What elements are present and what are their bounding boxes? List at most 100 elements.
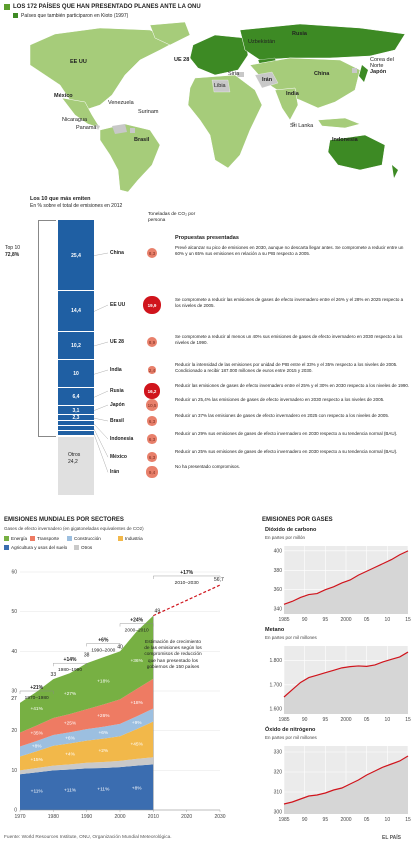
per-capita-value: 9,4	[148, 469, 156, 475]
per-capita-value: 10,5	[147, 402, 157, 408]
per-capita-value: 2,4	[148, 367, 156, 373]
y-tick-label: 50	[11, 609, 17, 615]
y-tick-label: 330	[274, 750, 283, 756]
country-leader-line	[93, 252, 109, 256]
sector-pct-label: +11%	[64, 787, 77, 793]
per-capita-circle	[147, 434, 157, 444]
country-leader-line	[93, 369, 109, 375]
map-nicaragua	[95, 124, 100, 130]
sector-area	[20, 678, 154, 747]
y-tick-label: 40	[11, 649, 17, 655]
country-share-bar	[58, 360, 94, 389]
country-name: China	[110, 250, 124, 256]
y-tick-label: 320	[274, 770, 283, 776]
others-bar	[58, 437, 94, 495]
country-proposal: Reducir un 25% sus emisiones de gases de…	[175, 449, 398, 454]
x-tick-label: 1985	[278, 817, 289, 823]
sectors-subtitle: Gases de efecto invernadero (en gigatone…	[4, 526, 144, 531]
y-tick-label: 360	[274, 587, 283, 593]
sector-pct-label: +26%	[97, 713, 110, 719]
x-tick-label: 2010	[148, 814, 159, 820]
country-share-bar	[58, 406, 94, 415]
period-pct-label: +21%	[30, 685, 43, 691]
x-tick-label: 1985	[278, 617, 289, 623]
gas-chart-title: Dióxido de carbono	[265, 527, 317, 533]
country-proposal: Prevé alcanzar su pico de emisiones en 2…	[175, 245, 404, 256]
per-capita-value: 6,3	[148, 418, 156, 424]
y-tick-label: 10	[11, 768, 17, 774]
per-capita-label: Toneladas de CO₂ por persona	[148, 212, 196, 223]
map-country-label: Panamá	[76, 125, 97, 131]
map-country-label: Sri Lanka	[290, 123, 314, 129]
gas-chart-title: Metano	[265, 627, 285, 633]
map-libya	[211, 79, 231, 93]
map-north-america	[29, 27, 176, 111]
x-tick-label: 2030	[214, 814, 225, 820]
total-value-label: 49	[155, 609, 161, 615]
x-tick-label: 05	[364, 617, 370, 623]
x-tick-label: 95	[323, 717, 329, 723]
y-tick-label: 1.600	[269, 707, 282, 713]
source-note: Fuente: World Resources Institute, ONU, …	[4, 835, 172, 840]
country-leader-line	[93, 304, 109, 312]
top10-title: Los 10 que más emiten	[30, 196, 91, 202]
map-surinam	[130, 128, 135, 133]
per-capita-circle	[146, 399, 158, 411]
top10-bracket-bottom	[38, 436, 56, 437]
country-share-value: 10	[73, 371, 79, 378]
map-indonesia	[317, 117, 361, 129]
country-name: México	[110, 454, 127, 460]
legend-label: Agricultura y usos del suelo	[11, 545, 68, 550]
country-leader-line	[93, 341, 109, 347]
x-tick-label: 10	[385, 817, 391, 823]
gas-line-chart: 340 360 380 400 1985 90 95 2000 05 10 15	[274, 546, 411, 623]
y-tick-label: 400	[274, 548, 283, 554]
sector-pct-label: +45%	[130, 741, 143, 747]
legend-swatch	[118, 536, 123, 541]
gas-series-line	[283, 651, 409, 698]
legend-label: Energía	[11, 536, 28, 541]
map-country-label: Venezuela	[108, 100, 134, 106]
map-north-korea	[352, 68, 357, 73]
x-tick-label: 05	[364, 817, 370, 823]
legend-label: Construcción	[74, 536, 101, 541]
map-country-label: Indonesia	[332, 137, 358, 143]
period-range-label: 2000–2010	[125, 628, 149, 634]
per-capita-value: 16,2	[147, 388, 157, 394]
country-name: Japón	[110, 402, 125, 408]
legend-label: Industria	[125, 536, 143, 541]
sector-pct-label: +18%	[97, 678, 110, 684]
map-japan	[359, 65, 368, 82]
map-syria	[237, 72, 244, 77]
country-proposal: Se compromete a reducir al menos un 40% …	[175, 334, 403, 345]
period-range-label: 2010–2030	[175, 580, 199, 586]
map-mexico	[61, 97, 101, 129]
y-tick-label: 1.700	[269, 682, 282, 688]
country-share-value: 10,2	[71, 342, 81, 349]
x-tick-label: 05	[364, 717, 370, 723]
legend-swatch	[67, 536, 72, 541]
x-tick-label: 1980	[48, 814, 59, 820]
sector-pct-label: +27%	[64, 691, 77, 697]
country-proposal: Reducir un 25,4% las emisiones de gases …	[175, 397, 385, 402]
period-bracket	[153, 575, 221, 579]
per-capita-circle	[146, 466, 158, 478]
sector-pct-label: +11%	[97, 786, 110, 792]
legend-swatch	[4, 545, 9, 550]
country-share-bar	[58, 388, 94, 407]
country-name: Indonesia	[110, 436, 134, 442]
country-leader-line	[93, 390, 109, 398]
country-proposal: Se compromete a reducir las emisiones de…	[175, 297, 404, 308]
per-capita-value: 8,3	[148, 250, 156, 256]
country-proposal: No ha presentado compromisos.	[175, 464, 241, 469]
y-tick-label: 30	[11, 689, 17, 695]
others-label: Otros	[68, 452, 81, 458]
per-capita-circle	[144, 383, 160, 399]
country-share-bar	[58, 291, 94, 332]
total-value-label: 40	[117, 644, 123, 650]
x-tick-label: 95	[323, 617, 329, 623]
sector-area	[20, 757, 154, 775]
y-tick-label: 1.800	[269, 658, 282, 664]
per-capita-value: 6,3	[148, 436, 156, 442]
